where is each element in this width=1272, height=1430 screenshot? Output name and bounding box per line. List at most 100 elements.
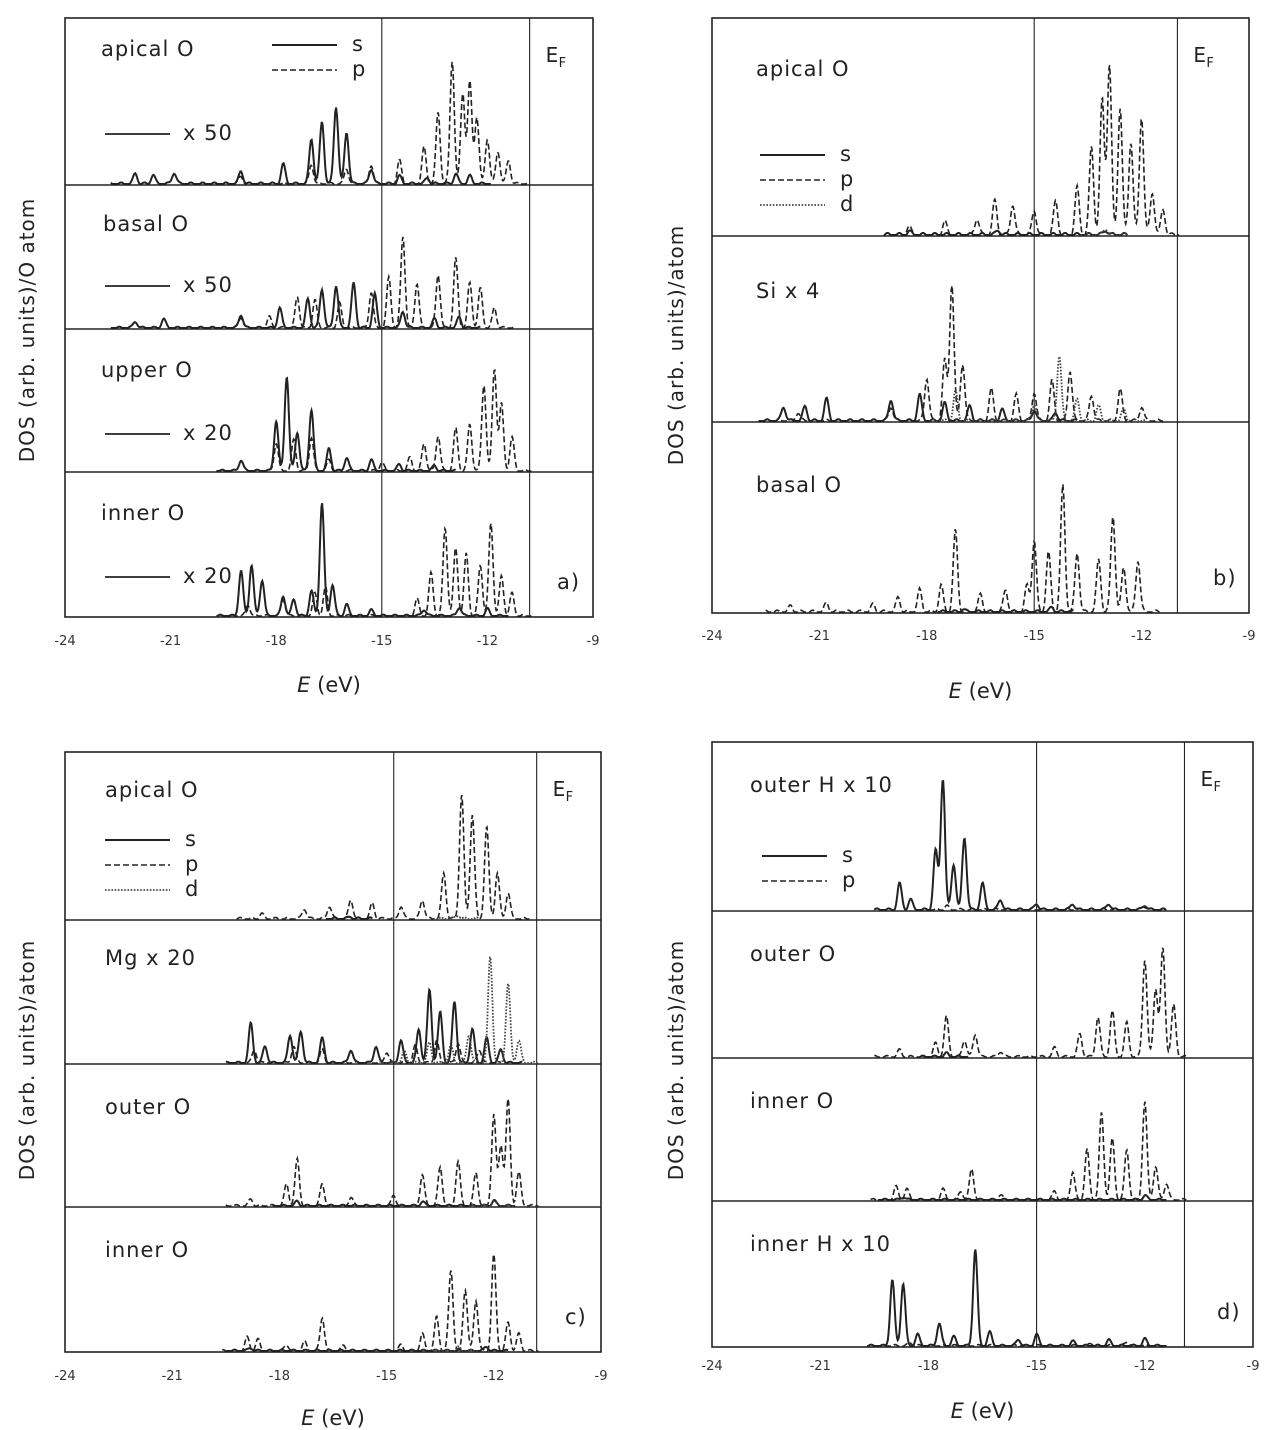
- dos-row-1: apical O x 50: [101, 37, 530, 185]
- scale-label: x 20: [183, 564, 233, 588]
- x-axis-variable: E: [949, 679, 963, 703]
- x-tick-label: -9: [1247, 1359, 1260, 1374]
- x-axis-variable: E: [297, 673, 311, 697]
- dos-curve-p: [215, 61, 530, 185]
- dos-row-3: upper O x 20: [101, 358, 532, 472]
- x-axis-variable: E: [951, 1399, 965, 1423]
- legend-label: p: [842, 868, 856, 892]
- scale-label: x 50: [183, 121, 233, 145]
- x-axis-unit: (eV): [964, 1399, 1014, 1423]
- row-label: upper O: [101, 358, 193, 382]
- dos-curve-s: [873, 779, 1167, 911]
- row-label: outer O: [105, 1095, 191, 1119]
- row-label: outer H x 10: [750, 773, 893, 797]
- legend-label: s: [840, 142, 852, 166]
- dos-curve-p: [229, 1039, 502, 1064]
- dos-curve-p: [225, 1098, 539, 1207]
- dos-curve-s: [877, 1194, 1167, 1201]
- panel-label: d): [1217, 1300, 1241, 1324]
- dos-curve-s: [867, 1249, 1167, 1347]
- dos-curve-d: [379, 956, 539, 1064]
- scale-label: x 50: [183, 273, 233, 297]
- row-label: apical O: [756, 57, 850, 81]
- x-tick-label: -21: [160, 634, 181, 649]
- legend: sp: [272, 32, 366, 81]
- y-axis-label: DOS (arb. units)/atom: [664, 225, 688, 465]
- dos-row-2: basal O x 50: [103, 212, 516, 330]
- x-tick-label: -12: [1131, 629, 1152, 644]
- dos-curve-p: [216, 236, 516, 329]
- dos-curve-s: [225, 987, 523, 1065]
- fermi-label: E: [553, 777, 566, 801]
- row-label: basal O: [103, 212, 189, 236]
- dos-curve-d: [929, 353, 1146, 422]
- fermi-label: E: [1193, 43, 1206, 67]
- x-axis-unit: (eV): [962, 679, 1012, 703]
- x-tick-label: -15: [1026, 1359, 1047, 1374]
- dos-curve-s: [216, 376, 456, 472]
- fermi-label-sub: F: [566, 790, 573, 805]
- fermi-label: E: [1200, 767, 1213, 791]
- y-axis-label: DOS (arb. units)/atom: [664, 940, 688, 1180]
- x-tick-label: -12: [477, 634, 498, 649]
- plot-frame: [64, 17, 594, 618]
- y-axis-label: DOS (arb. units)/atom: [15, 940, 39, 1180]
- legend-label: p: [352, 57, 366, 81]
- dos-curve-d: [468, 1199, 516, 1207]
- legend-label: p: [185, 852, 199, 876]
- panel-label: c): [565, 1305, 587, 1329]
- dos-curve-s: [937, 605, 1074, 613]
- plot-frame: [711, 17, 1250, 614]
- dos-row-3: basal O: [756, 473, 1160, 613]
- x-tick-label: -12: [483, 1369, 504, 1384]
- x-tick-label: -24: [54, 1369, 75, 1384]
- dos-panel-4: outer H x 10 outer O inner O inner H x 10 sp…: [664, 741, 1260, 1423]
- x-tick-label: -15: [376, 1369, 397, 1384]
- x-tick-label: -18: [266, 634, 287, 649]
- legend-label: p: [840, 167, 854, 191]
- x-tick-label: -24: [54, 634, 75, 649]
- x-axis-label: E (eV): [297, 673, 361, 697]
- x-axis-label: E (eV): [949, 679, 1013, 703]
- x-tick-label: -21: [162, 1369, 183, 1384]
- dos-curve-p: [222, 1253, 539, 1352]
- legend-label: s: [185, 827, 197, 851]
- fermi-label-sub: F: [1213, 780, 1220, 795]
- dos-row-3: inner O: [750, 1089, 1187, 1201]
- row-label: inner O: [750, 1089, 834, 1113]
- dos-curve-p: [236, 794, 530, 920]
- x-tick-label: -24: [701, 1359, 722, 1374]
- x-tick-label: -18: [916, 629, 937, 644]
- x-tick-label: -9: [587, 634, 600, 649]
- dos-curve-d: [433, 915, 481, 920]
- dos-curve-p: [921, 904, 1167, 911]
- fermi-label-sub: F: [1206, 56, 1213, 71]
- dos-row-4: inner O x 20: [101, 501, 532, 618]
- x-axis-label: E (eV): [951, 1399, 1015, 1423]
- dos-curve-p: [251, 369, 532, 472]
- dos-curve-p: [874, 947, 1187, 1058]
- dos-row-1: outer H x 10: [750, 773, 1167, 911]
- legend: spd: [105, 827, 199, 901]
- legend: sp: [762, 843, 856, 892]
- row-label: Mg x 20: [105, 946, 196, 970]
- dos-curve-d: [1080, 229, 1128, 236]
- y-axis-label: DOS (arb. units)/O atom: [15, 198, 39, 463]
- x-tick-label: -18: [269, 1369, 290, 1384]
- x-tick-label: -12: [1134, 1359, 1155, 1374]
- dos-curve-p: [772, 285, 1164, 422]
- dos-row-2: Si x 4: [756, 279, 1164, 422]
- x-axis-label: E (eV): [301, 1406, 365, 1430]
- panel-label: b): [1213, 566, 1237, 590]
- x-axis-unit: (eV): [310, 673, 360, 697]
- x-tick-label: -15: [371, 634, 392, 649]
- dos-curve-p: [765, 484, 1160, 613]
- dos-row-4: inner H x 10: [750, 1232, 1167, 1347]
- x-tick-label: -21: [810, 1359, 831, 1374]
- dos-row-2: Mg x 20: [105, 946, 539, 1065]
- x-tick-label: -9: [595, 1369, 608, 1384]
- row-label: inner O: [105, 1238, 189, 1262]
- row-label: apical O: [101, 37, 195, 61]
